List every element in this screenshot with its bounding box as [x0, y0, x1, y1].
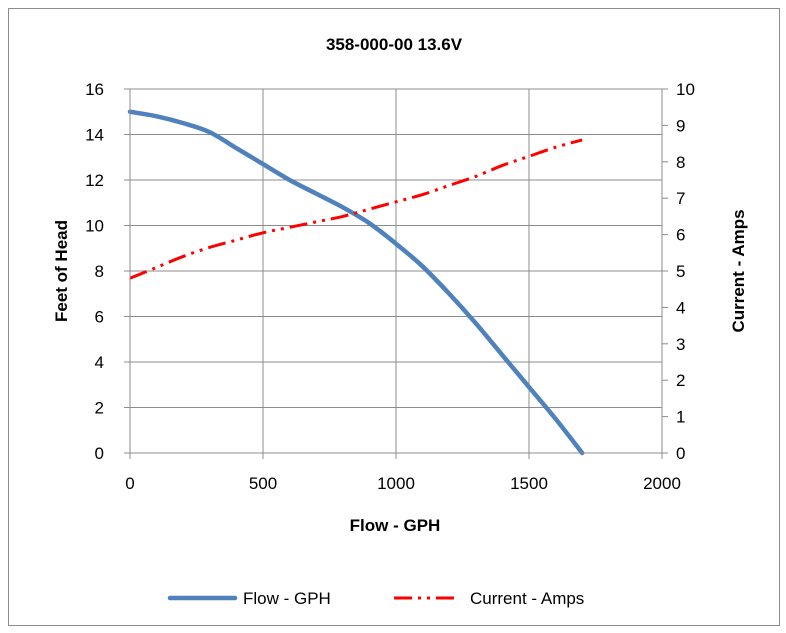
y2-tick-label: 2: [676, 371, 685, 390]
series-line-current: [129, 138, 583, 280]
x-tick-label: 0: [125, 474, 134, 493]
legend: Flow - GPH Current - Amps: [167, 589, 584, 608]
plot-area: [127, 109, 585, 456]
y-axis-title: Feet of Head: [52, 220, 71, 322]
y2-tick-label: 9: [676, 116, 685, 135]
x-tick-label: 2000: [643, 474, 681, 493]
x-axis-title: Flow - GPH: [350, 516, 441, 535]
x-tick-label: 500: [249, 474, 277, 493]
y-tick-label: 4: [95, 353, 104, 372]
y-tick-label: 0: [95, 444, 104, 463]
y-tick-label: 10: [85, 217, 104, 236]
y2-tick-label: 4: [676, 298, 685, 317]
legend-label-current: Current - Amps: [470, 589, 584, 608]
y2-axis-title: Current - Amps: [729, 209, 748, 332]
legend-label-flow: Flow - GPH: [243, 589, 331, 608]
y2-tick-label: 0: [676, 444, 685, 463]
x-tick-label: 1000: [377, 474, 415, 493]
y2-tick-label: 1: [676, 408, 685, 427]
y-tick-label: 12: [85, 171, 104, 190]
y2-tick-label: 5: [676, 262, 685, 281]
y2-tick-label: 3: [676, 335, 685, 354]
y-tick-label: 6: [95, 308, 104, 327]
y2-tick-label: 8: [676, 153, 685, 172]
y-tick-label: 2: [95, 399, 104, 418]
series-line-flow: [127, 109, 585, 456]
y-tick-label: 14: [85, 126, 104, 145]
chart-title: 358-000-00 13.6V: [326, 35, 463, 54]
y-tick-label: 16: [85, 80, 104, 99]
y2-tick-label: 7: [676, 189, 685, 208]
y-tick-label: 8: [95, 262, 104, 281]
x-tick-label: 1500: [510, 474, 548, 493]
gridlines: [129, 88, 663, 454]
y2-tick-label: 10: [676, 80, 695, 99]
y2-tick-label: 6: [676, 226, 685, 245]
